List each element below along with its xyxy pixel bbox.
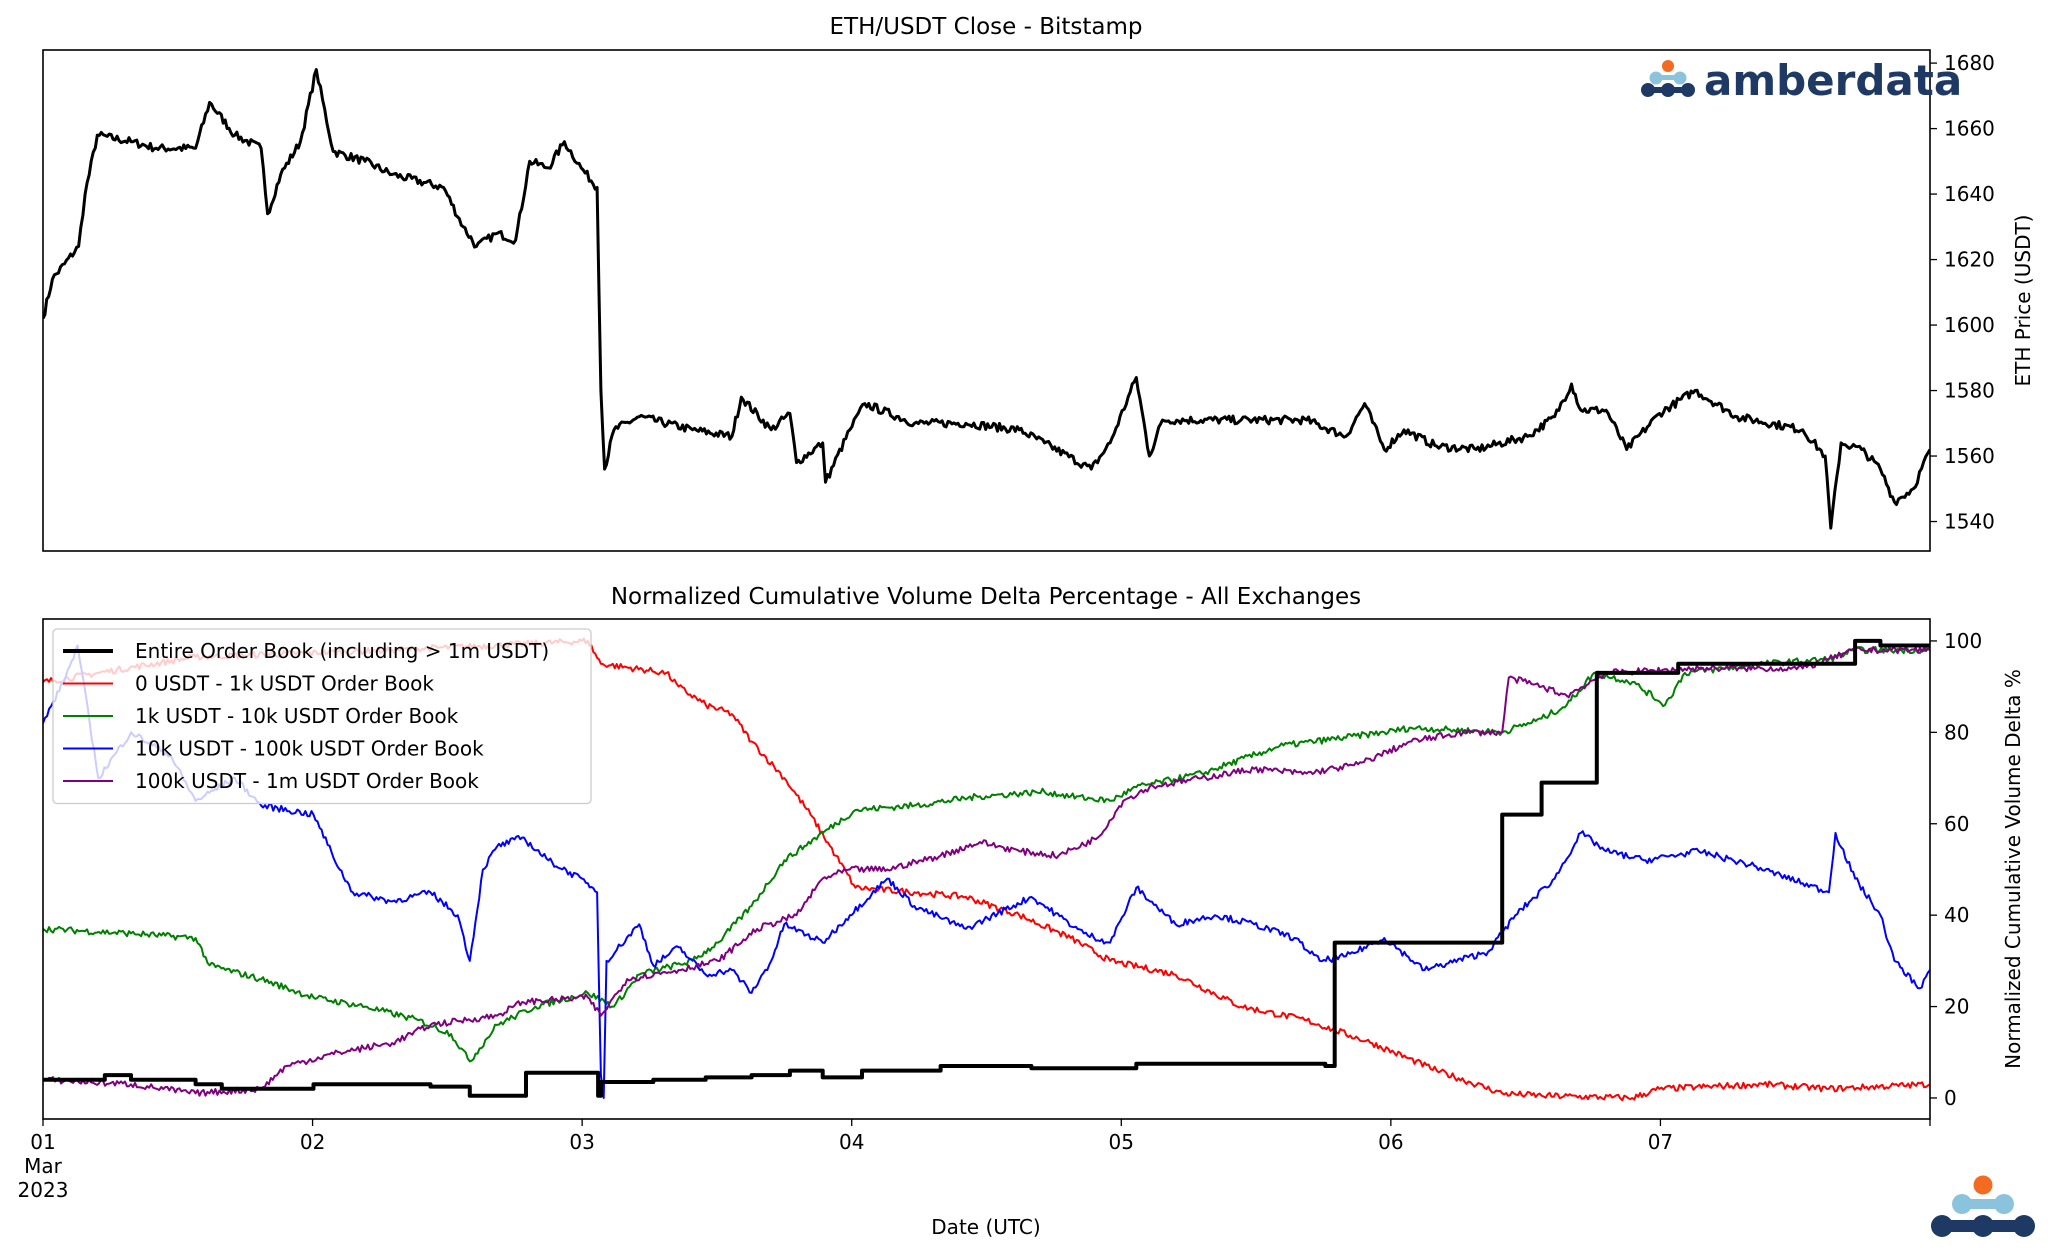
plot-frame [42, 618, 1931, 1120]
amberdata-logo: amberdata [1641, 56, 1962, 105]
y-tick-label: 60 [1944, 812, 1969, 836]
series-line-2 [43, 646, 1930, 1063]
top-chart-title: ETH/USDT Close - Bitstamp [830, 14, 1143, 40]
y-tick-label: 0 [1944, 1086, 1957, 1110]
x-tick-label: 04 [839, 1130, 864, 1154]
amberdata-logo-icon [1641, 60, 1695, 97]
legend-entry: Entire Order Book (including > 1m USDT) [135, 639, 549, 663]
y-axis-label: ETH Price (USDT) [2011, 215, 2035, 387]
x-tick-label: 06 [1378, 1130, 1403, 1154]
y-tick-label: 40 [1944, 903, 1969, 927]
amberdata-logo-text: amberdata [1704, 56, 1962, 105]
y-tick-label: 80 [1944, 720, 1969, 744]
x-axis-label: Date (UTC) [931, 1215, 1040, 1239]
y-tick-label: 100 [1944, 629, 1982, 653]
y-axis-label: Normalized Cumulative Volume Delta % [2001, 669, 2025, 1069]
x-tick-label: 01 [30, 1130, 55, 1154]
x-tick-label: 07 [1648, 1130, 1673, 1154]
y-tick-label: 1560 [1944, 444, 1995, 468]
series-line-0 [43, 68, 1930, 530]
legend-entry: 100k USDT - 1m USDT Order Book [135, 769, 479, 793]
legend-entry: 10k USDT - 100k USDT Order Book [135, 737, 484, 761]
y-tick-label: 1660 [1944, 117, 1995, 141]
x-tick-label: 05 [1109, 1130, 1134, 1154]
y-tick-label: 1580 [1944, 379, 1995, 403]
legend-entry: 0 USDT - 1k USDT Order Book [135, 672, 434, 696]
y-tick-label: 20 [1944, 995, 1969, 1019]
series-line-3 [43, 644, 1930, 1099]
amberdata-icon [1931, 1175, 2035, 1237]
y-tick-label: 1640 [1944, 182, 1995, 206]
y-tick-label: 1620 [1944, 248, 1995, 272]
y-tick-label: 1680 [1944, 51, 1995, 75]
x-tick-label: 03 [569, 1130, 594, 1154]
x-tick-sublabel: 2023 [18, 1178, 69, 1202]
price-plot: 1540 1560 1580 1600 1620 1640 1660 1680 ETH Pric… [42, 49, 2035, 552]
y-tick-label: 1540 [1944, 510, 1995, 534]
plot-frame [42, 49, 1931, 552]
bottom-chart-title: Normalized Cumulative Volume Delta Perce… [611, 584, 1361, 610]
x-tick-label: 02 [300, 1130, 325, 1154]
legend: Entire Order Book (including > 1m USDT) 0… [52, 628, 592, 805]
series-line-0 [43, 638, 1930, 1098]
y-tick-label: 1600 [1944, 313, 1995, 337]
x-tick-sublabel: Mar [24, 1154, 63, 1178]
legend-entry: 1k USDT - 10k USDT Order Book [135, 704, 459, 728]
